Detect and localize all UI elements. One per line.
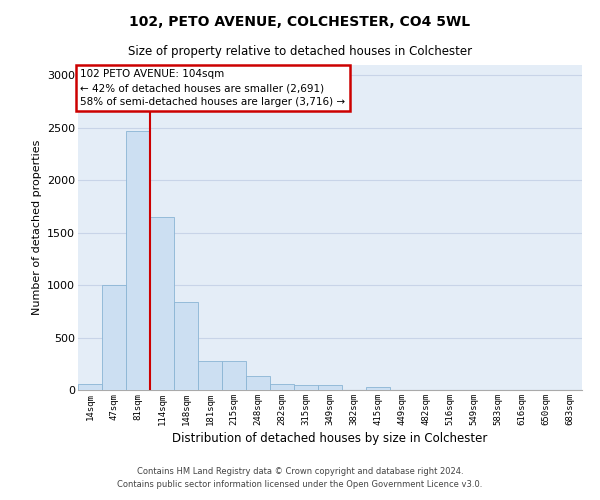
Bar <box>246 376 270 390</box>
Bar <box>318 385 342 390</box>
Bar <box>294 385 318 390</box>
Bar <box>174 302 198 390</box>
Bar <box>222 360 246 390</box>
Bar <box>366 387 390 390</box>
X-axis label: Distribution of detached houses by size in Colchester: Distribution of detached houses by size … <box>172 432 488 445</box>
Text: 102 PETO AVENUE: 104sqm
← 42% of detached houses are smaller (2,691)
58% of semi: 102 PETO AVENUE: 104sqm ← 42% of detache… <box>80 69 346 107</box>
Bar <box>126 131 150 390</box>
Text: Size of property relative to detached houses in Colchester: Size of property relative to detached ho… <box>128 45 472 58</box>
Bar <box>78 384 102 390</box>
Text: 102, PETO AVENUE, COLCHESTER, CO4 5WL: 102, PETO AVENUE, COLCHESTER, CO4 5WL <box>130 15 470 29</box>
Bar <box>102 285 126 390</box>
Bar <box>198 360 222 390</box>
Y-axis label: Number of detached properties: Number of detached properties <box>32 140 41 315</box>
Bar <box>150 217 174 390</box>
Bar <box>270 384 294 390</box>
Text: Contains HM Land Registry data © Crown copyright and database right 2024.
Contai: Contains HM Land Registry data © Crown c… <box>118 467 482 489</box>
